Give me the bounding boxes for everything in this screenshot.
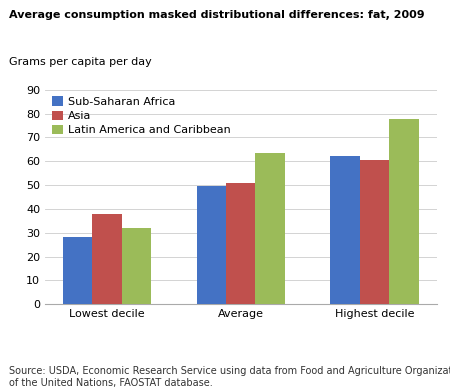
Bar — [92, 214, 122, 304]
Bar — [63, 238, 92, 304]
Bar — [360, 160, 389, 304]
Text: Average consumption masked distributional differences: fat, 2009: Average consumption masked distributiona… — [9, 10, 425, 20]
Bar — [330, 156, 360, 304]
Bar — [122, 228, 151, 304]
Text: Source: USDA, Economic Research Service using data from Food and Agriculture Org: Source: USDA, Economic Research Service … — [9, 367, 450, 388]
Text: Grams per capita per day: Grams per capita per day — [9, 57, 152, 67]
Bar — [197, 186, 226, 304]
Bar — [226, 183, 256, 304]
Legend: Sub-Saharan Africa, Asia, Latin America and Caribbean: Sub-Saharan Africa, Asia, Latin America … — [50, 95, 232, 136]
Bar — [256, 153, 285, 304]
Bar — [389, 119, 418, 304]
